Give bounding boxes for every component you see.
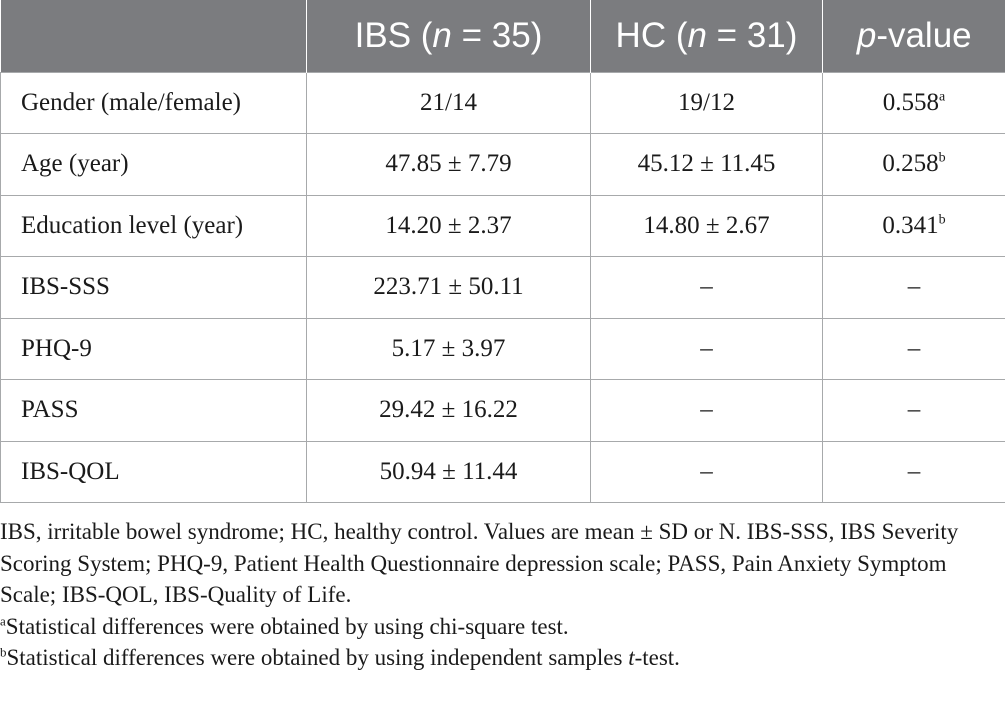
footnote-b-text-end: -test.: [634, 645, 680, 670]
footnote-marker: a: [939, 89, 946, 105]
hc-value: –: [590, 317, 823, 380]
header-label-column: [0, 0, 307, 72]
row-label: PHQ-9: [0, 317, 307, 380]
table-row-education: Education level (year) 14.20 ± 2.37 14.8…: [0, 194, 1005, 257]
row-label: PASS: [0, 379, 307, 442]
footnote-b: bStatistical differences were obtained b…: [0, 642, 1000, 674]
header-ibs-group: IBS (n = 35): [306, 0, 591, 72]
p-value: –: [822, 440, 1005, 503]
footnote-marker: b: [938, 150, 946, 166]
abbreviations-note: IBS, irritable bowel syndrome; HC, healt…: [0, 519, 959, 607]
p-value: 0.258b: [822, 133, 1005, 196]
footnote-a-text: Statistical differences were obtained by…: [5, 613, 569, 639]
footnote-b-italic: t: [628, 645, 635, 670]
p-value: –: [822, 256, 1005, 319]
p-value: –: [822, 379, 1005, 442]
ibs-value: 29.42 ± 16.22: [306, 379, 591, 442]
ibs-value: 21/14: [306, 71, 591, 134]
table-header-row: IBS (n = 35) HC (n = 31) p-value: [0, 0, 1005, 72]
hc-value: 14.80 ± 2.67: [590, 194, 823, 257]
ibs-value: 47.85 ± 7.79: [306, 133, 591, 196]
header-hc-group: HC (n = 31): [590, 0, 823, 72]
footnote-a-marker: a: [0, 612, 6, 628]
footnote-a: aStatistical differences were obtained b…: [0, 611, 1000, 643]
table-row-age: Age (year) 47.85 ± 7.79 45.12 ± 11.45 0.…: [0, 133, 1005, 196]
header-p-value: p-value: [822, 0, 1005, 72]
p-value: –: [822, 317, 1005, 380]
table-row-ibs-qol: IBS-QOL 50.94 ± 11.44 – –: [0, 440, 1005, 503]
footnote-b-text: Statistical differences were obtained by…: [6, 645, 629, 670]
p-value: 0.558a: [822, 71, 1005, 134]
ibs-value: 5.17 ± 3.97: [306, 317, 591, 380]
table-row-gender: Gender (male/female) 21/14 19/12 0.558a: [0, 71, 1005, 134]
row-label: Education level (year): [0, 194, 307, 257]
hc-value: 45.12 ± 11.45: [590, 133, 823, 196]
table-notes: IBS, irritable bowel syndrome; HC, healt…: [0, 516, 1000, 674]
footnote-b-marker: b: [0, 644, 7, 660]
table-row-ibs-sss: IBS-SSS 223.71 ± 50.11 – –: [0, 256, 1005, 319]
ibs-value: 50.94 ± 11.44: [306, 440, 591, 503]
table-row-pass: PASS 29.42 ± 16.22 – –: [0, 379, 1005, 442]
p-value: 0.341b: [822, 194, 1005, 257]
row-label: Age (year): [0, 133, 307, 196]
table-row-phq9: PHQ-9 5.17 ± 3.97 – –: [0, 317, 1005, 380]
hc-value: 19/12: [590, 71, 823, 134]
demographics-table: IBS (n = 35) HC (n = 31) p-value Gender …: [0, 0, 1005, 503]
row-label: IBS-QOL: [0, 440, 307, 503]
hc-value: –: [590, 440, 823, 503]
hc-value: –: [590, 379, 823, 442]
row-label: IBS-SSS: [0, 256, 307, 319]
footnote-marker: b: [938, 212, 946, 228]
ibs-value: 223.71 ± 50.11: [306, 256, 591, 319]
hc-value: –: [590, 256, 823, 319]
row-label: Gender (male/female): [0, 71, 307, 134]
ibs-value: 14.20 ± 2.37: [306, 194, 591, 257]
